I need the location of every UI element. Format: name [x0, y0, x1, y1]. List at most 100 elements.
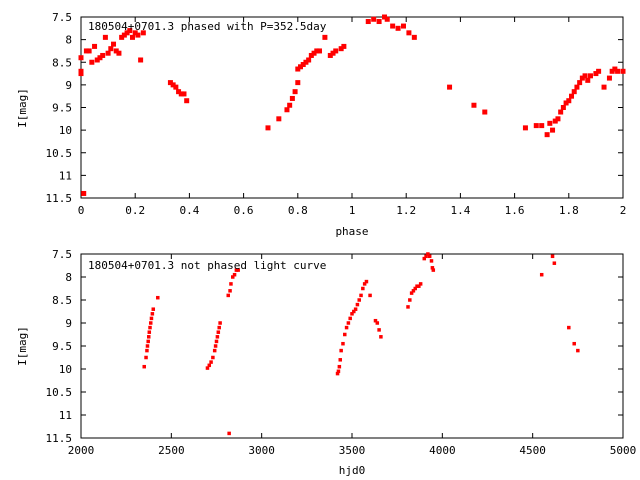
unphased-plot-data-point — [148, 321, 153, 325]
unphased-plot-data-point — [431, 268, 436, 272]
unphased-plot-x-tick-label: 2500 — [158, 444, 185, 457]
phased-plot-data-point — [390, 23, 396, 29]
phased-plot-data-point — [615, 68, 621, 74]
unphased-plot-data-point — [413, 286, 417, 291]
phased-plot-data-point — [287, 102, 293, 108]
unphased-plot-data-point — [417, 284, 421, 288]
phased-plot-data-point — [170, 82, 176, 88]
unphased-plot-ticks: 2000 2500 3000 3500 4000 4500 5000 7.5 8 8.5 9 9.5 1… — [46, 248, 637, 457]
unphased-plot-data-point — [422, 256, 427, 261]
phased-plot-data-point — [376, 19, 382, 25]
unphased-plot-data-point — [430, 266, 435, 270]
unphased-plot-y-tick-label: 8.5 — [52, 294, 72, 307]
phased-plot-data-point — [116, 50, 122, 56]
phased-plot-data-point — [140, 30, 146, 36]
phased-plot-data-point — [113, 48, 119, 54]
phased-plot-data-point — [298, 64, 304, 70]
phased-plot-data-point — [560, 105, 566, 110]
unphased-plot-data-point — [409, 291, 414, 295]
unphased-plot-data-point — [205, 366, 210, 370]
unphased-plot-data-point — [142, 364, 146, 369]
unphased-plot-data-point — [552, 261, 557, 265]
phased-plot-y-tick-label: 7.5 — [52, 11, 72, 24]
phased-plot-x-axis-label: phase — [335, 225, 368, 238]
unphased-plot-data-point — [212, 348, 217, 353]
unphased-plot-points — [142, 252, 580, 436]
phased-plot-data-point — [582, 73, 588, 79]
phased-plot-data-point — [574, 84, 580, 90]
phased-plot-data-point — [306, 57, 312, 63]
unphased-plot-data-point — [406, 305, 410, 309]
phased-plot-data-point — [316, 48, 322, 54]
phased-plot-data-point — [601, 84, 607, 90]
phased-plot-y-tick-label: 9 — [65, 79, 72, 92]
unphased-plot-y-tick-label: 10 — [59, 363, 72, 376]
unphased-plot-data-point — [231, 275, 235, 279]
unphased-plot-data-point — [339, 348, 343, 353]
unphased-plot-data-point — [146, 339, 150, 344]
phased-plot-data-point — [124, 30, 130, 36]
phased-plot-data-point — [78, 55, 84, 61]
phased-plot-data-point — [292, 89, 298, 95]
phased-plot-data-point — [138, 57, 144, 63]
phased-plot-data-point — [303, 59, 309, 65]
phased-plot-data-point — [566, 98, 572, 104]
phased-plot-y-tick-label: 10.5 — [46, 147, 73, 160]
phased-plot-data-point — [92, 43, 98, 49]
unphased-plot-data-point — [156, 295, 160, 300]
phased-plot-y-axis-label: I[mag] — [16, 88, 29, 128]
phased-plot-data-point — [300, 62, 306, 68]
phased-plot-data-point — [544, 132, 550, 138]
unphased-plot-data-point — [151, 307, 156, 311]
unphased-plot-x-tick-label: 5000 — [610, 444, 637, 457]
phased-plot-data-point — [314, 48, 320, 54]
unphased-plot-data-point — [343, 332, 347, 337]
unphased-plot-data-point — [539, 272, 544, 277]
phased-plot-data-point — [395, 25, 401, 31]
phased-plot-data-point — [365, 19, 371, 25]
unphased-plot-data-point — [415, 284, 419, 288]
phased-plot-x-tick-label: 1.6 — [505, 204, 525, 217]
unphased-plot-data-point — [147, 335, 151, 339]
phased-plot-data-point — [447, 84, 453, 90]
phased-plot-data-point — [563, 100, 569, 106]
unphased-plot-data-point — [427, 254, 432, 259]
phased-plot-y-tick-label: 9.5 — [52, 102, 72, 115]
unphased-plot-data-point — [149, 316, 154, 321]
unphased-plot-data-point — [550, 254, 555, 259]
unphased-plot-y-tick-label: 11.5 — [46, 432, 73, 445]
phased-plot-data-point — [127, 28, 133, 34]
phased-plot-data-point — [569, 93, 575, 99]
unphased-plot-data-point — [368, 293, 372, 298]
phased-plot-data-point — [547, 120, 553, 126]
phased-plot-data-point — [471, 102, 477, 108]
unphased-plot-data-point — [147, 330, 152, 334]
unphased-plot-data-point — [215, 335, 220, 339]
phased-plot-x-tick-label: 0.4 — [179, 204, 199, 217]
unphased-plot-y-axis-label: I[mag] — [16, 326, 29, 366]
phased-plot-data-point — [330, 50, 336, 56]
unphased-plot-data-point — [214, 339, 219, 344]
phased-plot-data-point — [609, 68, 615, 74]
unphased-plot-x-tick-label: 2000 — [68, 444, 95, 457]
phased-plot-data-point — [94, 57, 100, 63]
unphased-plot-data-point — [335, 371, 340, 376]
phased-plot-data-point — [167, 80, 173, 86]
phased-plot-data-point — [579, 75, 585, 81]
phased-plot-panel: 0 0.2 0.4 0.6 0.8 1 1.2 1.4 1.6 1.8 2 7.5 8 8.5 9 9.5 10… — [16, 11, 626, 238]
unphased-plot-data-point — [227, 431, 231, 436]
phased-plot-y-tick-label: 10 — [59, 124, 72, 137]
unphased-plot-y-tick-label: 7.5 — [52, 248, 72, 261]
phased-plot-x-tick-label: 0.2 — [125, 204, 145, 217]
phased-plot-title: 180504+0701.3 phased with P=352.5day — [88, 20, 327, 33]
phased-plot-x-tick-label: 0 — [78, 204, 85, 217]
unphased-plot-y-tick-label: 9 — [65, 317, 72, 330]
unphased-plot-title: 180504+0701.3 not phased light curve — [88, 259, 326, 272]
phased-plot-data-point — [129, 34, 135, 40]
phased-plot-data-point — [132, 30, 138, 36]
phased-plot-data-point — [83, 48, 89, 54]
phased-plot-data-point — [606, 75, 612, 81]
phased-plot-data-point — [135, 32, 141, 38]
phased-plot-data-point — [276, 116, 282, 122]
phased-plot-data-point — [322, 34, 328, 40]
